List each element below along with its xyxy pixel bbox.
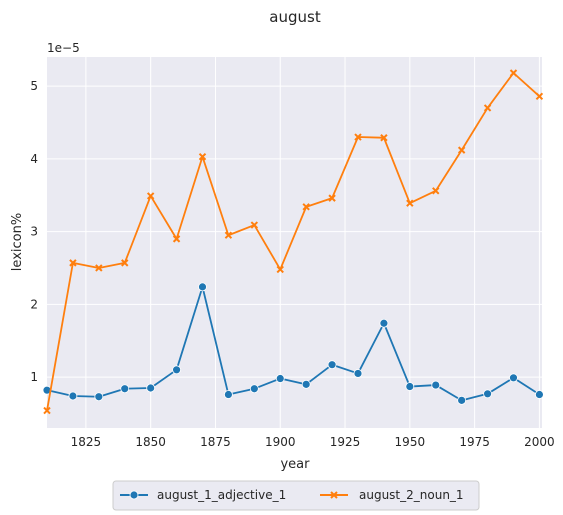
data-point-august-1-adjective-1 [224, 390, 233, 399]
data-point-august-1-adjective-1 [275, 374, 285, 383]
data-point-august-2-noun-1 [43, 406, 51, 415]
legend-marker-noun [330, 491, 338, 499]
data-point-august-2-noun-1 [224, 231, 233, 239]
x-tick-label: 1850 [135, 435, 166, 449]
data-point-august-1-adjective-1 [509, 373, 518, 383]
data-point-august-2-noun-1 [457, 146, 466, 154]
series-group [42, 69, 544, 415]
data-point-august-2-noun-1 [380, 134, 388, 142]
data-point-august-2-noun-1 [69, 259, 77, 267]
x-tick-label: 1975 [459, 435, 490, 449]
data-point-august-1-adjective-1 [379, 318, 389, 328]
data-point-august-1-adjective-1 [457, 395, 467, 405]
y-tick-labels: 1 2 3 4 5 [30, 79, 38, 384]
data-point-august-2-noun-1 [432, 187, 440, 195]
data-point-august-2-noun-1 [302, 203, 310, 211]
x-tick-labels: 1825 1850 1875 1900 1925 1950 1975 2000 [71, 435, 555, 449]
legend-label-adjective: august_1_adjective_1 [157, 488, 286, 502]
data-point-august-2-noun-1 [535, 92, 544, 100]
data-point-august-1-adjective-1 [68, 391, 78, 401]
data-point-august-1-adjective-1 [249, 384, 259, 394]
x-tick-label: 1825 [71, 435, 102, 449]
x-tick-label: 1875 [200, 435, 231, 449]
y-scale-label: 1e−5 [47, 41, 80, 55]
legend-label-noun: august_2_noun_1 [359, 488, 464, 502]
data-point-august-2-noun-1 [146, 192, 155, 200]
data-point-august-2-noun-1 [198, 152, 207, 161]
data-point-august-2-noun-1 [95, 264, 103, 272]
legend: august_1_adjective_1 august_2_noun_1 [112, 480, 480, 511]
data-point-august-1-adjective-1 [353, 369, 363, 378]
y-tick-label: 3 [30, 225, 38, 239]
data-point-august-1-adjective-1 [172, 365, 181, 375]
data-point-august-1-adjective-1 [94, 392, 104, 402]
x-tick-label: 1925 [330, 435, 361, 449]
y-tick-label: 4 [30, 152, 38, 166]
x-axis-label: year [280, 457, 310, 472]
chart-title: august [269, 8, 321, 26]
data-point-august-2-noun-1 [172, 235, 181, 243]
data-point-august-2-noun-1 [121, 259, 129, 267]
data-point-august-2-noun-1 [354, 133, 362, 141]
x-tick-label: 1950 [395, 435, 426, 449]
x-tick-label: 2000 [524, 435, 555, 449]
grid-lines [47, 57, 542, 428]
y-tick-label: 2 [30, 297, 38, 311]
data-point-august-2-noun-1 [509, 69, 518, 77]
data-point-august-1-adjective-1 [301, 379, 311, 389]
data-point-august-1-adjective-1 [198, 282, 207, 292]
x-tick-label: 1900 [265, 435, 296, 449]
plot-area [47, 57, 542, 428]
data-point-august-1-adjective-1 [120, 384, 130, 394]
data-point-august-1-adjective-1 [405, 382, 415, 391]
data-point-august-2-noun-1 [250, 221, 259, 229]
data-point-august-1-adjective-1 [535, 390, 544, 399]
data-point-august-1-adjective-1 [146, 383, 156, 393]
data-point-august-1-adjective-1 [327, 360, 337, 370]
data-point-august-2-noun-1 [328, 194, 336, 202]
y-tick-label: 5 [30, 79, 38, 93]
data-point-august-2-noun-1 [483, 104, 492, 112]
series-line-august-2-noun-1 [46, 72, 541, 411]
data-point-august-2-noun-1 [406, 199, 414, 207]
legend-frame [112, 480, 480, 511]
data-point-august-1-adjective-1 [431, 380, 441, 390]
y-tick-label: 1 [30, 370, 38, 384]
y-axis-label: lexicon% [10, 213, 25, 271]
legend-marker-adjective [129, 490, 139, 500]
data-point-august-2-noun-1 [276, 265, 284, 274]
data-point-august-1-adjective-1 [483, 389, 492, 399]
